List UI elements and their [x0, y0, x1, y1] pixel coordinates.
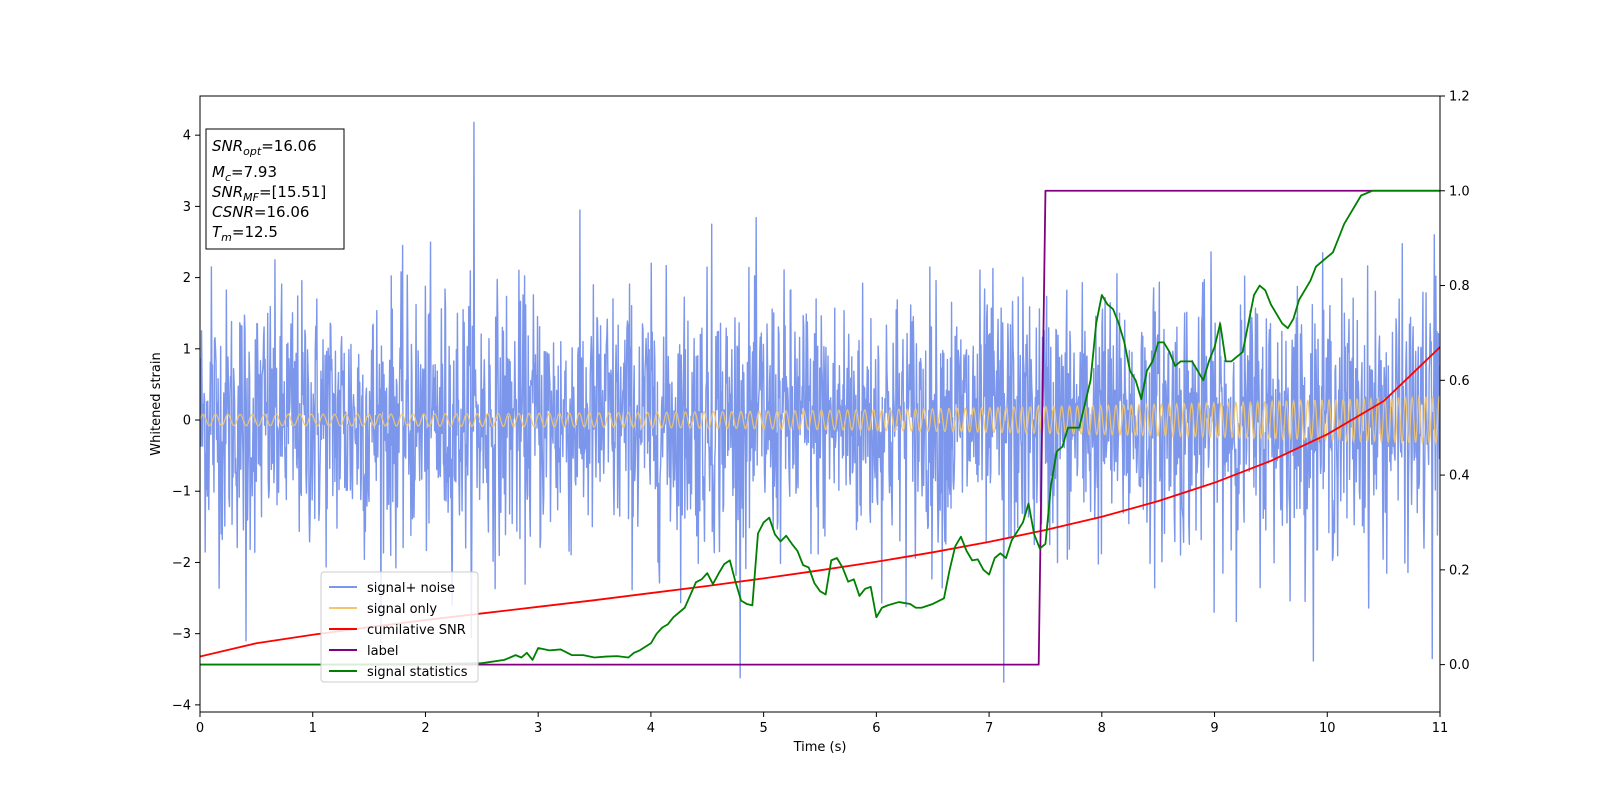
- y2-tick-label: 0.0: [1449, 658, 1470, 673]
- y-tick-label: 4: [183, 129, 191, 144]
- y2-tick-label: 0.8: [1449, 279, 1470, 294]
- y-tick-label: −2: [172, 556, 191, 571]
- x-tick-label: 2: [421, 721, 429, 736]
- y-tick-label: 2: [183, 271, 191, 286]
- legend-label: signal only: [367, 602, 437, 617]
- y-tick-label: −1: [172, 485, 191, 500]
- info-line: Mc=7.93: [212, 163, 277, 184]
- labelline: [200, 189, 1440, 666]
- info-line: Tm=12.5: [212, 223, 278, 244]
- y2-tick-label: 1.0: [1449, 184, 1470, 199]
- y2-tick-label: 0.6: [1449, 374, 1470, 389]
- y-axis-right: 0.0 0.2 0.4 0.6 0.8 1.0 1.2: [1440, 90, 1470, 673]
- plot-frame: [199, 95, 1441, 713]
- x-axis: 0 1 2 3 4 5 6 7 8 9 10 11: [196, 712, 1448, 736]
- legend-label: cumilative SNR: [367, 623, 466, 638]
- x-tick-label: 7: [985, 721, 993, 736]
- x-axis-label: Time (s): [793, 740, 847, 755]
- legend-label: signal statistics: [367, 665, 468, 680]
- signal-only-line: [200, 394, 1440, 446]
- info-box: SNRopt=16.06 Mc=7.93SNRMF=[15.51]CSNR=16.…: [205, 128, 345, 250]
- x-tick-label: 9: [1210, 721, 1218, 736]
- x-tick-label: 0: [196, 721, 204, 736]
- x-tick-label: 6: [872, 721, 880, 736]
- y-tick-label: 1: [183, 342, 191, 357]
- legend-label: signal+ noise: [367, 581, 455, 596]
- info-line: SNRopt=16.06: [212, 137, 317, 158]
- signal-only-series: [200, 394, 1440, 446]
- y-axis-left: −4 −3 −2 −1 0 1 2 3 4: [172, 129, 200, 713]
- x-tick-label: 11: [1432, 721, 1449, 736]
- y-tick-label: −3: [172, 627, 191, 642]
- y2-tick-label: 1.2: [1449, 90, 1470, 105]
- legend-label: label: [367, 644, 398, 659]
- y-tick-label: 3: [183, 200, 191, 215]
- signal-statisticsline: [200, 189, 1440, 666]
- y-axis-label: Whitened strain: [149, 352, 164, 455]
- y-tick-label: 0: [183, 414, 191, 429]
- y2-tick-label: 0.2: [1449, 563, 1470, 578]
- x-tick-label: 8: [1098, 721, 1106, 736]
- info-line: CSNR=16.06: [212, 203, 309, 221]
- x-tick-label: 10: [1319, 721, 1336, 736]
- x-tick-label: 3: [534, 721, 542, 736]
- x-tick-label: 5: [759, 721, 767, 736]
- legend: signal+ noise signal only cumilative SNR la…: [320, 571, 479, 683]
- y-tick-label: −4: [172, 698, 191, 713]
- x-tick-label: 4: [647, 721, 655, 736]
- x-tick-label: 1: [309, 721, 317, 736]
- y2-tick-label: 0.4: [1449, 469, 1470, 484]
- info-line: SNRMF=[15.51]: [212, 183, 326, 204]
